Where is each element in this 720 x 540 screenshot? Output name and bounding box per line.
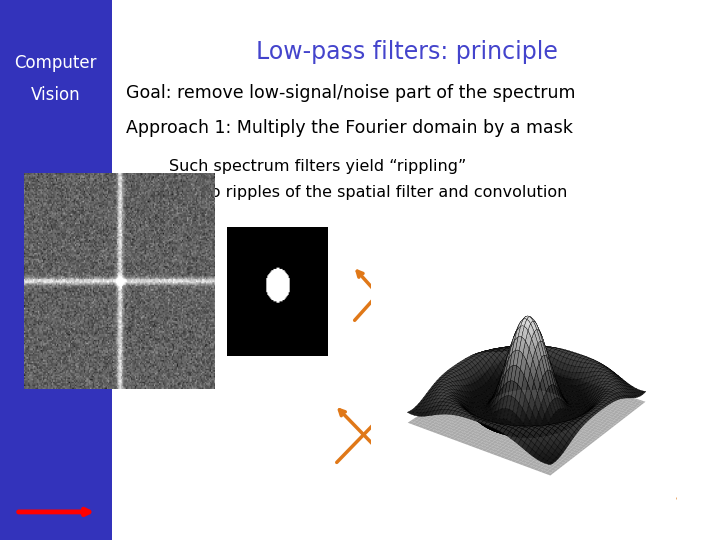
Text: due to ripples of the spatial filter and convolution: due to ripples of the spatial filter and…: [169, 185, 567, 200]
Bar: [0, 0, 112, 540]
Text: Low-pass filters: principle: Low-pass filters: principle: [256, 40, 558, 64]
Text: Approach 1: Multiply the Fourier domain by a mask: Approach 1: Multiply the Fourier domain …: [126, 119, 573, 137]
Text: Such spectrum filters yield “rippling”: Such spectrum filters yield “rippling”: [169, 159, 467, 174]
Text: Vision: Vision: [31, 86, 80, 104]
Text: Goal: remove low-signal/noise part of the spectrum: Goal: remove low-signal/noise part of th…: [126, 84, 575, 102]
Text: Computer: Computer: [14, 54, 96, 72]
